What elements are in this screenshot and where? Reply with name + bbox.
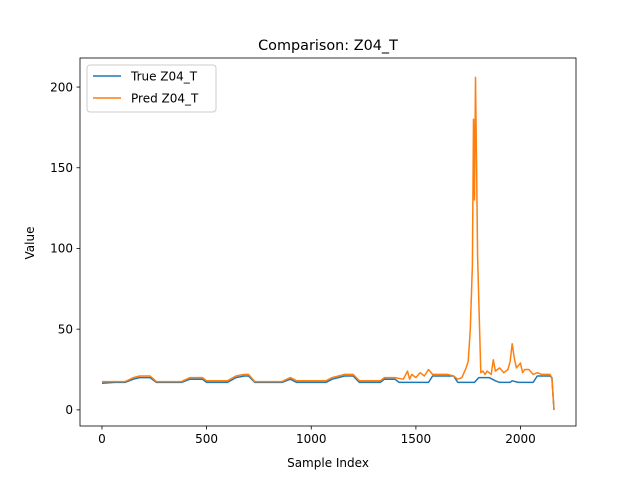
y-tick-label: 100	[50, 242, 73, 256]
plot-area	[101, 76, 555, 410]
y-tick-label: 50	[58, 322, 73, 336]
x-axis-label: Sample Index	[287, 456, 369, 470]
x-tick-label: 1000	[296, 432, 327, 446]
x-tick-label: 0	[98, 432, 106, 446]
chart-title: Comparison: Z04_T	[258, 38, 398, 54]
y-tick-label: 0	[65, 403, 73, 417]
y-axis-label: Value	[23, 227, 37, 260]
legend-label: Pred Z04_T	[131, 91, 199, 105]
y-axis-ticks: 0 50 100 150 200	[50, 80, 80, 417]
axes-frame	[79, 57, 577, 427]
x-tick-label: 500	[195, 432, 218, 446]
x-tick-label: 2000	[505, 432, 536, 446]
series-line-true	[101, 375, 555, 410]
legend-label: True Z04_T	[130, 69, 198, 83]
y-tick-label: 200	[50, 80, 73, 94]
y-tick-label: 150	[50, 161, 73, 175]
legend: True Z04_T Pred Z04_T	[86, 64, 217, 113]
x-axis-ticks: 0 500 1000 1500 2000	[98, 426, 536, 446]
x-tick-label: 1500	[401, 432, 432, 446]
series-line-pred	[102, 76, 555, 410]
